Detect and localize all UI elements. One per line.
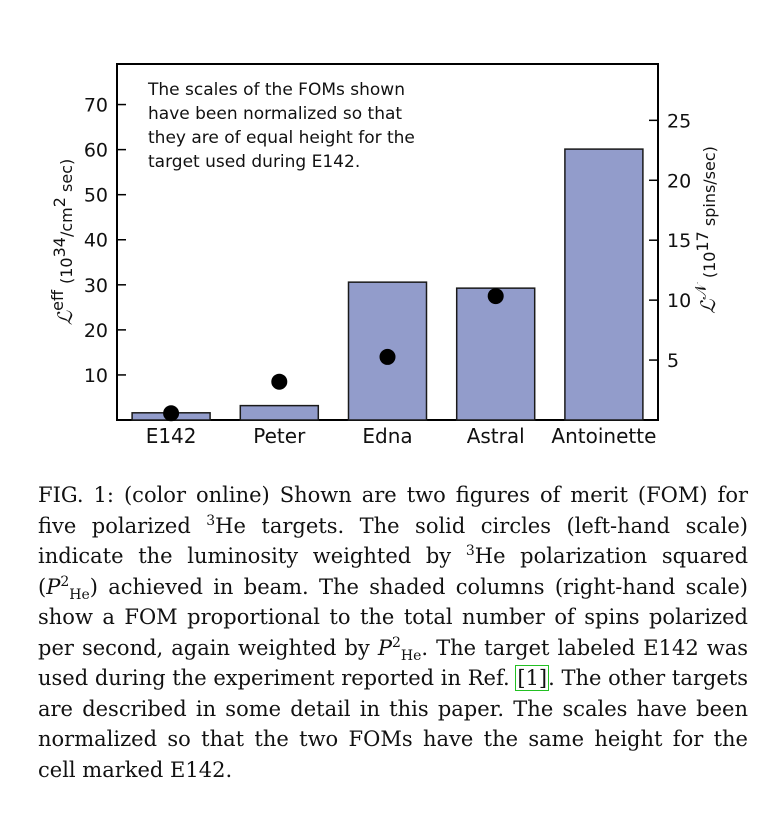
left-tick-label: 20 <box>84 320 108 342</box>
bar-peter <box>239 404 320 421</box>
caption-math-symbol: P <box>46 574 61 599</box>
annotation-line: target used during E142. <box>148 152 360 172</box>
caption-superscript: 2 <box>60 573 70 590</box>
figure-caption: FIG. 1: (color online) Shown are two fig… <box>38 480 748 785</box>
circle-astral <box>487 288 504 305</box>
caption-text: He polarization squared ( <box>38 544 749 599</box>
caption-text: ) achieved in beam. The shaded columns (… <box>38 574 748 660</box>
right-axis-ticks: 5 10 15 20 25 <box>649 110 691 372</box>
caption-superscript: 2 <box>392 634 401 651</box>
left-tick-label: 70 <box>84 95 108 117</box>
caption-text: . The target labeled E142 was used durin… <box>38 635 749 691</box>
caption-figure-label: FIG. 1: <box>38 483 114 507</box>
circle-e142 <box>163 405 180 422</box>
category-label-astral: Astral <box>467 424 525 448</box>
left-tick-label: 40 <box>84 230 108 252</box>
bar-group <box>131 148 644 421</box>
annotation-line: The scales of the FOMs shown <box>147 80 405 100</box>
category-label-e142: E142 <box>146 424 197 448</box>
right-axis-label: ℒ𝒩(1017 spins/sec) <box>691 146 720 314</box>
category-label-antoinette: Antoinette <box>551 424 656 448</box>
circle-edna <box>379 348 396 365</box>
left-tick-label: 50 <box>84 185 108 207</box>
annotation-line: have been normalized so that <box>148 104 402 124</box>
right-tick-label: 10 <box>667 290 691 312</box>
caption-text: . The other targets are described in som… <box>38 666 748 782</box>
left-axis-label: ℒeff(1034/cm2 sec) <box>48 159 77 326</box>
caption-subscript: He <box>400 647 422 664</box>
left-tick-label: 60 <box>84 140 108 162</box>
bar-antoinette <box>564 148 644 421</box>
caption-text: He targets. The solid circles (left-hand… <box>38 513 748 569</box>
caption-superscript: 3 <box>465 543 475 559</box>
caption-subscript: He <box>69 586 90 603</box>
category-label-edna: Edna <box>362 424 412 448</box>
chart-figure: 10 20 30 40 50 60 70 5 10 15 20 25 E142 Peter Edna As… <box>48 63 720 448</box>
category-labels: E142 Peter Edna Astral Antoinette <box>146 424 657 448</box>
right-tick-label: 5 <box>667 350 679 372</box>
caption-text: (color online) Shown are two figures of … <box>38 483 748 538</box>
left-tick-label: 10 <box>84 365 108 387</box>
left-axis-ticks: 10 20 30 40 50 60 70 <box>84 95 126 387</box>
annotation-block: The scales of the FOMs shown have been n… <box>147 80 415 172</box>
reference-link[interactable]: [1] <box>515 665 550 691</box>
bar-astral <box>455 287 536 421</box>
right-tick-label: 25 <box>667 110 691 132</box>
caption-superscript: 3 <box>206 512 216 529</box>
right-tick-label: 20 <box>667 170 691 192</box>
circle-group <box>163 288 504 422</box>
circle-peter <box>271 373 288 390</box>
annotation-line: they are of equal height for the <box>148 128 415 148</box>
left-tick-label: 30 <box>84 275 108 297</box>
category-label-peter: Peter <box>253 424 306 448</box>
caption-math-symbol: P <box>377 635 392 660</box>
right-tick-label: 15 <box>667 230 691 252</box>
